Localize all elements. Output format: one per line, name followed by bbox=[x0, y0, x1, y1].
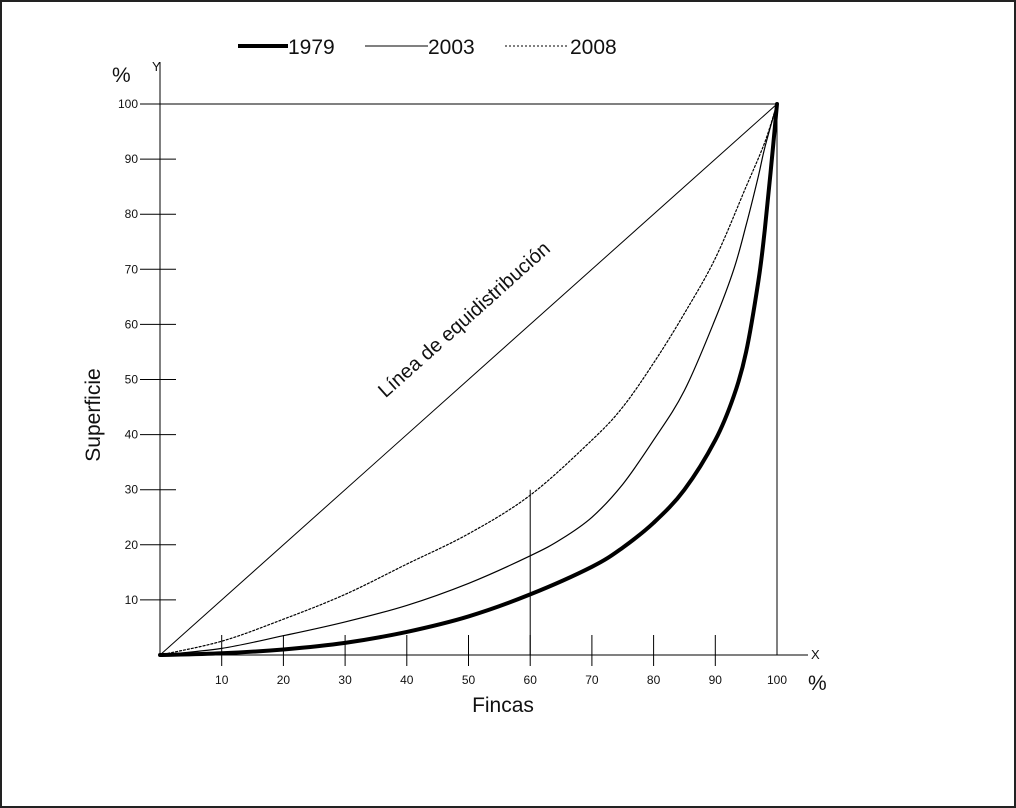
x-unit-label: % bbox=[808, 672, 827, 695]
series-line-2003 bbox=[159, 103, 778, 656]
legend: 1979 2003 2008 bbox=[238, 36, 617, 59]
x-tick-label-50: 50 bbox=[462, 673, 476, 687]
y-tick-label-50: 50 bbox=[125, 373, 139, 387]
y-axis-letter: Y bbox=[152, 59, 161, 74]
x-tick-label-70: 70 bbox=[585, 673, 599, 687]
axes bbox=[159, 62, 808, 656]
legend-label-1979: 1979 bbox=[288, 36, 335, 59]
x-tick-label-30: 30 bbox=[338, 673, 352, 687]
x-tick-label-100: 100 bbox=[767, 673, 787, 687]
y-tick-label-10: 10 bbox=[125, 593, 139, 607]
x-tick-label-10: 10 bbox=[215, 673, 229, 687]
y-tick-label-40: 40 bbox=[125, 428, 139, 442]
y-tick-label-70: 70 bbox=[125, 262, 139, 276]
ticks: 10 20 30 40 50 60 70 80 90 100 10 20 30 40 50 60 70 80 90 1… bbox=[118, 97, 787, 687]
equidistribution-label: Línea de equidistribución bbox=[374, 238, 555, 403]
y-tick-label-100: 100 bbox=[118, 97, 138, 111]
y-tick-label-80: 80 bbox=[125, 207, 139, 221]
x-tick-label-90: 90 bbox=[709, 673, 723, 687]
y-tick-label-60: 60 bbox=[125, 317, 139, 331]
x-tick-label-20: 20 bbox=[277, 673, 291, 687]
legend-label-2003: 2003 bbox=[428, 36, 475, 59]
y-unit-label: % bbox=[112, 64, 131, 87]
equidistribution-line bbox=[159, 103, 778, 656]
x-tick-label-60: 60 bbox=[524, 673, 538, 687]
x-axis-title: Fincas bbox=[472, 694, 534, 717]
series-lines bbox=[158, 102, 779, 657]
series-line-2008 bbox=[159, 103, 778, 656]
legend-label-2008: 2008 bbox=[570, 36, 617, 59]
x-axis-letter: X bbox=[811, 647, 820, 662]
series-line-1979 bbox=[158, 102, 779, 657]
y-axis-title: Superficie bbox=[82, 368, 105, 461]
x-tick-label-40: 40 bbox=[400, 673, 414, 687]
x-tick-label-80: 80 bbox=[647, 673, 661, 687]
y-tick-label-90: 90 bbox=[125, 152, 139, 166]
y-tick-label-20: 20 bbox=[125, 538, 139, 552]
y-tick-label-30: 30 bbox=[125, 483, 139, 497]
